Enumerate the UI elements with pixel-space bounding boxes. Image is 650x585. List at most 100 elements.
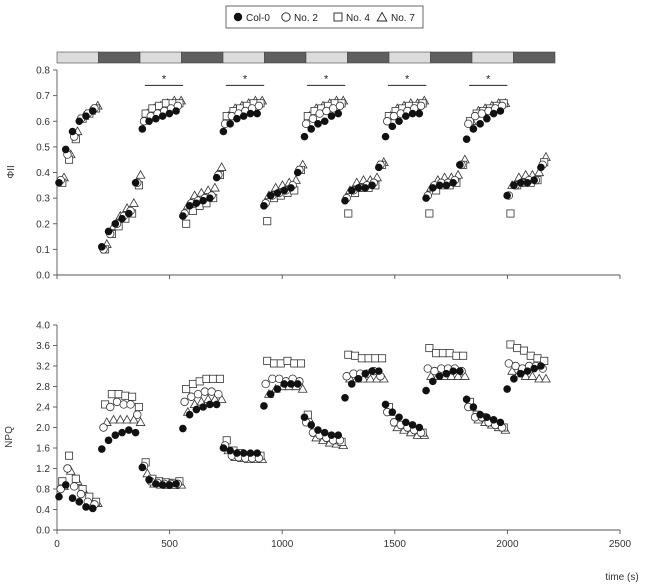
phi-y-axis-label: ΦII — [6, 165, 17, 179]
npq-point-col-0 — [354, 375, 363, 383]
legend-marker-no4 — [333, 12, 343, 22]
npq-point-col-0 — [158, 481, 167, 489]
npq-point-col-0 — [381, 400, 390, 409]
phi-point-col-0 — [138, 125, 147, 133]
npq-point-col-0 — [75, 498, 84, 506]
phi-y-tick-label: 0.3 — [36, 194, 50, 205]
phi-point-col-0 — [75, 117, 84, 126]
phi-point-no-7 — [135, 169, 146, 179]
npq-x-tick-label: 0 — [54, 539, 60, 550]
npq-point-no-4 — [134, 402, 143, 411]
phi-point-col-0 — [152, 114, 160, 123]
significance-asterisk: * — [324, 73, 329, 85]
npq-point-no-4 — [533, 354, 542, 363]
npq-point-col-0 — [55, 492, 63, 501]
npq-point-col-0 — [179, 424, 187, 433]
npq-point-col-0 — [82, 503, 90, 511]
npq-point-no-7 — [365, 373, 376, 383]
phi-point-no-4 — [182, 219, 191, 228]
npq-y-tick-label: 0.0 — [36, 526, 50, 537]
npq-point-no-7 — [453, 371, 464, 380]
phi-y-tick-label: 0.6 — [36, 117, 50, 128]
npq-series-col-0 — [55, 362, 545, 513]
npq-point-col-0 — [212, 400, 221, 409]
npq-point-no-2 — [63, 464, 72, 473]
npq-point-col-0 — [287, 380, 295, 388]
npq-y-tick-label: 2.8 — [36, 382, 50, 393]
phi-point-col-0 — [530, 176, 538, 184]
phi-y-tick-label: 0.0 — [36, 271, 50, 282]
phi-point-col-0 — [462, 135, 471, 143]
phi-point-col-0 — [374, 163, 383, 172]
phi-point-col-0 — [523, 178, 532, 187]
phi-point-no-7 — [209, 182, 220, 192]
phi-point-col-0 — [266, 191, 275, 200]
phi-point-col-0 — [219, 127, 228, 136]
npq-point-no-7 — [128, 414, 139, 424]
phi-point-col-0 — [287, 184, 295, 192]
phi-point-col-0 — [334, 109, 343, 118]
npq-point-col-0 — [266, 390, 275, 398]
npq-point-col-0 — [347, 380, 356, 388]
phi-point-col-0 — [280, 186, 289, 195]
phi-point-col-0 — [82, 112, 90, 120]
npq-point-no-4 — [202, 374, 211, 383]
period-segment-light — [222, 51, 265, 64]
npq-point-col-0 — [118, 428, 126, 437]
npq-point-col-0 — [131, 428, 140, 437]
npq-x-tick-label: 1500 — [384, 539, 407, 550]
phi-point-no-4 — [425, 209, 434, 218]
npq-point-no-7 — [122, 414, 133, 424]
npq-y-tick-label: 4.0 — [36, 321, 50, 332]
phi-point-col-0 — [361, 184, 370, 192]
npq-point-col-0 — [125, 426, 133, 434]
phi-point-col-0 — [68, 127, 77, 136]
phi-point-col-0 — [212, 173, 221, 182]
npq-point-no-2 — [133, 410, 142, 419]
phi-point-col-0 — [381, 132, 390, 141]
phi-point-no-4 — [344, 209, 353, 218]
phi-y-tick-label: 0.1 — [36, 245, 50, 256]
npq-point-col-0 — [462, 395, 471, 404]
npq-point-no-4 — [357, 354, 366, 363]
npq-y-tick-label: 0.8 — [36, 485, 50, 496]
npq-point-col-0 — [530, 364, 538, 373]
npq-point-no-2 — [56, 484, 65, 494]
npq-point-no-2 — [99, 423, 108, 432]
phi-point-no-2 — [254, 101, 264, 111]
npq-point-no-4 — [65, 451, 74, 460]
phi-point-col-0 — [489, 109, 498, 118]
phi-point-col-0 — [246, 109, 255, 118]
npq-point-col-0 — [449, 367, 457, 375]
npq-point-no-4 — [182, 385, 191, 394]
npq-point-no-4 — [269, 359, 278, 368]
legend-item-no7: No. 7 — [376, 11, 415, 24]
legend-label-no7: No. 7 — [391, 13, 415, 24]
npq-point-col-0 — [442, 369, 451, 378]
npq-point-no-4 — [290, 359, 299, 368]
phi-point-col-0 — [239, 112, 248, 120]
phi-point-col-0 — [273, 189, 282, 197]
phi-point-no-7 — [216, 162, 227, 171]
npq-point-no-4 — [364, 354, 373, 363]
phi-point-col-0 — [185, 202, 194, 210]
npq-point-no-4 — [445, 349, 454, 358]
phi-point-col-0 — [429, 184, 437, 192]
phi-point-no-2 — [301, 119, 311, 129]
npq-point-col-0 — [239, 449, 248, 457]
period-segment-dark — [430, 51, 473, 64]
legend: Col-0 No. 2 No. 4 No. 7 — [225, 5, 424, 29]
phi-point-no-2 — [335, 101, 345, 111]
npq-point-col-0 — [469, 403, 478, 411]
period-segment-light — [305, 51, 348, 64]
phi-point-col-0 — [395, 117, 403, 126]
period-segment-dark — [181, 51, 224, 64]
npq-point-col-0 — [503, 385, 511, 393]
phi-point-col-0 — [314, 120, 322, 128]
period-segment-dark — [347, 51, 390, 64]
npq-point-no-2 — [180, 397, 189, 407]
npq-point-col-0 — [388, 408, 397, 416]
phi-point-col-0 — [172, 107, 180, 115]
npq-point-col-0 — [293, 380, 302, 388]
npq-point-no-4 — [195, 377, 204, 386]
